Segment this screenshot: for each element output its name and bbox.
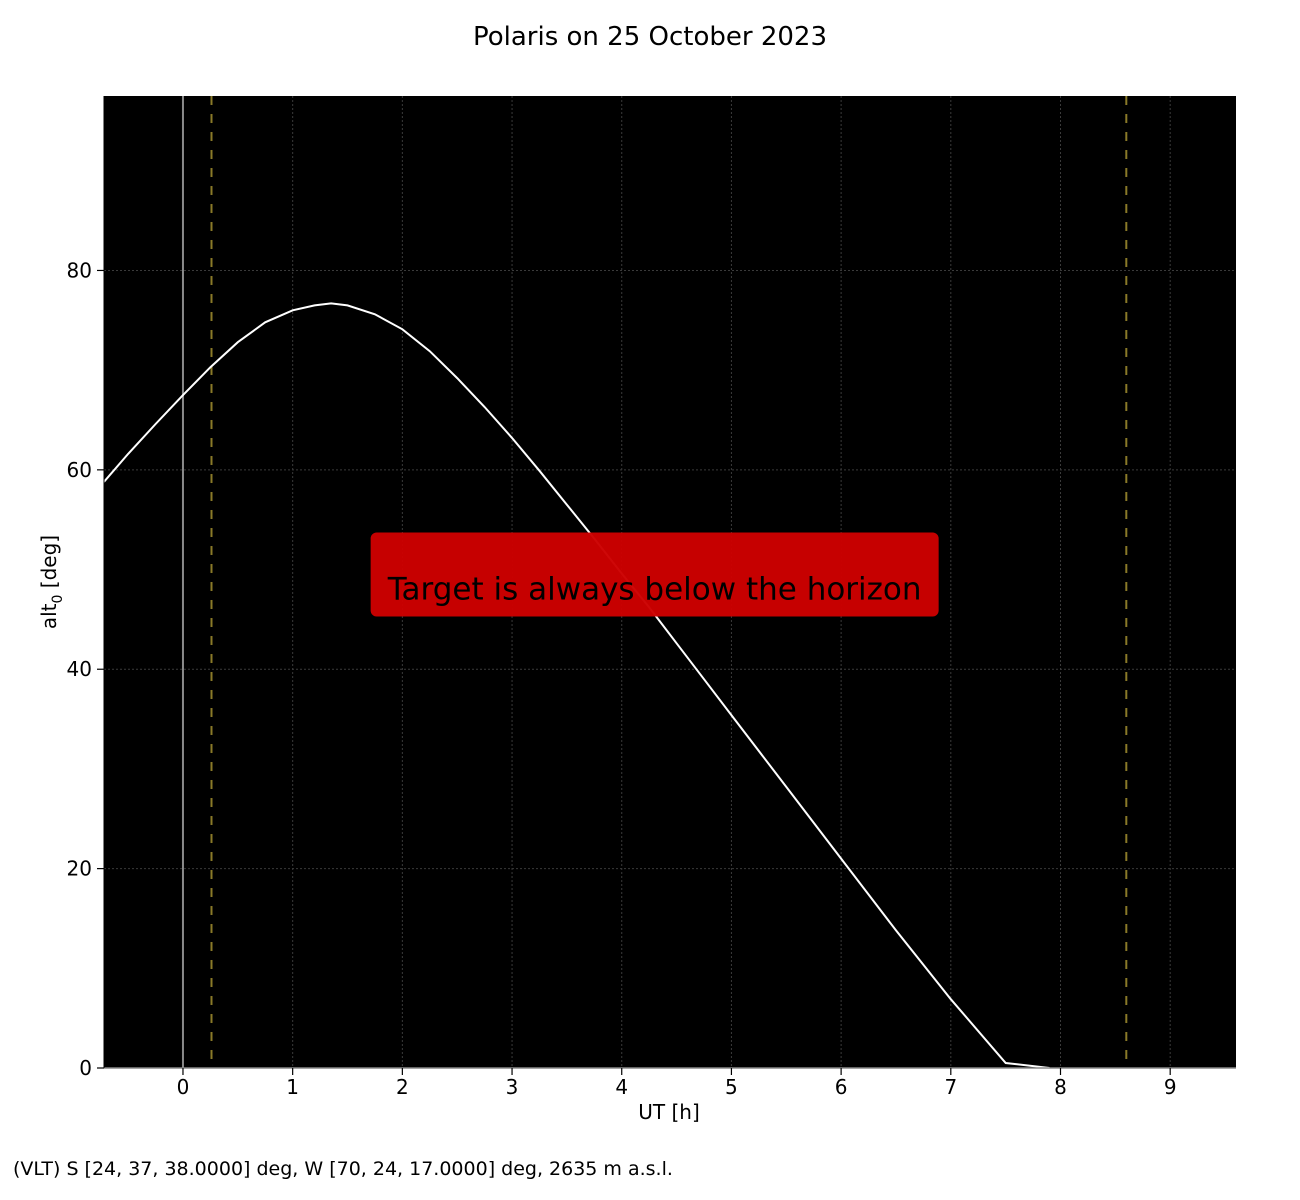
- y-tick-label: 0: [79, 1056, 92, 1080]
- x-axis-ticks: 0 1 2 3 4 5 6 7 8 9: [177, 1068, 1177, 1099]
- y-axis-label: alt0 [deg]: [37, 535, 66, 629]
- y-tick-label: 80: [67, 258, 92, 282]
- altitude-curve: [103, 302, 1050, 1069]
- horizon-warning: Target is always below the horizon: [370, 532, 939, 617]
- y-tick-label: 40: [67, 657, 92, 681]
- x-tick-label: 0: [177, 1075, 190, 1099]
- y-axis-label-unit: [deg]: [37, 535, 61, 595]
- chart-title: Polaris on 25 October 2023: [473, 22, 827, 52]
- y-tick-label: 20: [67, 857, 92, 881]
- x-tick-label: 1: [286, 1075, 299, 1099]
- y-axis-label-sub: 0: [50, 595, 66, 604]
- horizon-warning-text: Target is always below the horizon: [387, 571, 922, 607]
- observatory-location: (VLT) S [24, 37, 38.0000] deg, W [70, 24…: [13, 1158, 673, 1180]
- x-tick-label: 2: [396, 1075, 409, 1099]
- horizon-warning-box: [370, 532, 939, 617]
- y-axis-ticks: 0 20 40 60 80: [67, 258, 104, 1080]
- y-tick-label: 60: [67, 458, 92, 482]
- x-tick-label: 9: [1164, 1075, 1177, 1099]
- altitude-chart: Polaris on 25 October 2023 Target is alw…: [37, 22, 1236, 1124]
- x-tick-label: 3: [506, 1075, 519, 1099]
- y-axis-label-main: alt: [37, 603, 61, 629]
- x-tick-label: 8: [1054, 1075, 1067, 1099]
- x-tick-label: 4: [615, 1075, 628, 1099]
- x-axis-label: UT [h]: [638, 1100, 700, 1124]
- x-tick-label: 5: [725, 1075, 738, 1099]
- x-tick-label: 7: [944, 1075, 957, 1099]
- x-tick-label: 6: [835, 1075, 848, 1099]
- vertical-markers: [181, 96, 1128, 1068]
